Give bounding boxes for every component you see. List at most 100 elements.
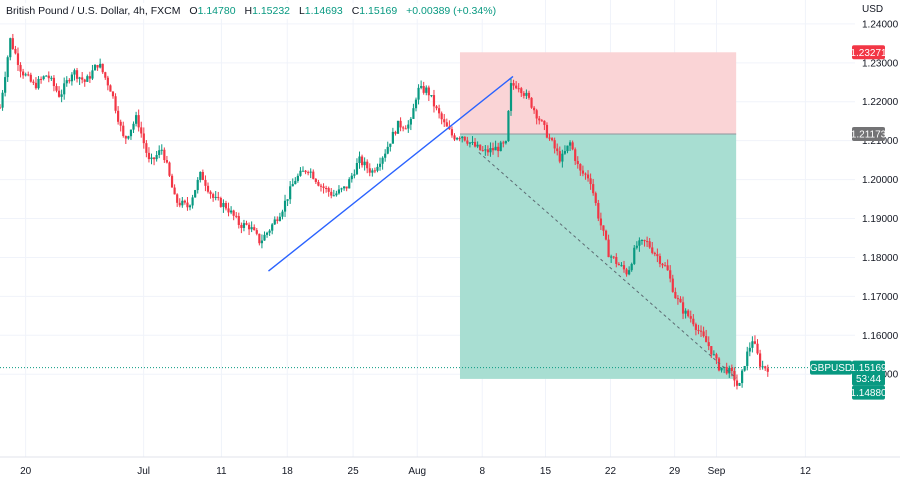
- time-tick-label: 8: [479, 466, 485, 477]
- candle-body: [68, 80, 71, 82]
- candle-body: [758, 353, 762, 367]
- candle-body: [558, 151, 561, 162]
- candle-body: [286, 199, 289, 201]
- candle-body: [301, 170, 305, 172]
- candle-body: [525, 92, 528, 96]
- target-price-tag: 1.14880: [850, 388, 887, 399]
- candle-body: [81, 77, 84, 80]
- candle-body: [39, 78, 43, 80]
- candle-body: [527, 92, 531, 98]
- candle-body: [494, 146, 497, 151]
- candle-body: [276, 219, 279, 221]
- candle-body: [101, 63, 104, 73]
- symbol-legend: British Pound / U.S. Dollar, 4h, FXCM O1…: [6, 3, 501, 19]
- candle-body: [373, 170, 377, 172]
- candle-body: [378, 163, 382, 167]
- price-tick-label: 1.21000: [862, 136, 899, 147]
- candle-body: [353, 174, 356, 176]
- candle-body: [183, 200, 186, 203]
- candle-body: [715, 354, 718, 359]
- candle-body: [271, 224, 274, 231]
- candle-body: [348, 179, 351, 189]
- candle-body: [640, 239, 644, 241]
- candle-body: [676, 298, 680, 300]
- candle-body: [312, 171, 315, 179]
- candle-body: [186, 202, 189, 208]
- candle-body: [191, 197, 194, 206]
- high-label: H: [244, 5, 253, 17]
- candle-body: [638, 240, 641, 246]
- candle-body: [368, 168, 371, 173]
- candle-body: [11, 38, 14, 49]
- candle-body: [628, 270, 631, 275]
- candle-body: [240, 224, 243, 228]
- candle-body: [245, 223, 248, 225]
- time-tick-label: 25: [348, 466, 360, 477]
- time-axis-bg: [0, 457, 900, 477]
- candle-body: [568, 142, 572, 146]
- candle-body: [687, 310, 690, 317]
- candle-body: [761, 366, 764, 368]
- candle-body: [111, 91, 115, 97]
- candle-body: [199, 171, 202, 180]
- entry-price-tag-bg: [852, 126, 885, 141]
- candle-body: [766, 368, 769, 372]
- candle-body: [694, 324, 697, 330]
- candle-body: [671, 278, 674, 292]
- stop-loss-zone: [459, 52, 737, 134]
- candle-body: [684, 310, 687, 314]
- candle-body: [530, 97, 533, 108]
- candle-body: [57, 90, 61, 97]
- candle-body: [705, 336, 708, 343]
- candle-body: [615, 257, 618, 264]
- candle-body: [142, 133, 145, 144]
- candle-body: [45, 75, 48, 77]
- candle-body: [417, 87, 420, 100]
- candle-body: [381, 157, 384, 164]
- price-tick-label: 1.17000: [862, 292, 899, 303]
- candle-body: [170, 175, 174, 188]
- candle-body: [612, 256, 615, 258]
- candle-body: [232, 210, 235, 216]
- candle-body: [753, 341, 757, 344]
- candle-body: [633, 247, 636, 264]
- candle-body: [268, 230, 271, 233]
- candle-body: [656, 254, 659, 257]
- candle-body: [281, 211, 284, 217]
- candle-body: [520, 88, 523, 94]
- candle-body: [104, 72, 107, 78]
- candle-body: [571, 142, 574, 150]
- candle-body: [707, 342, 710, 347]
- candle-body: [163, 149, 166, 161]
- candle-body: [620, 265, 623, 267]
- candle-body: [579, 164, 582, 171]
- candle-body: [204, 179, 207, 186]
- candle-body: [147, 152, 151, 160]
- candle-body: [445, 122, 448, 127]
- candle-body: [363, 161, 366, 166]
- candle-body: [152, 157, 156, 160]
- symbol-title[interactable]: British Pound / U.S. Dollar, 4h, FXCM: [6, 5, 181, 17]
- candle-body: [99, 63, 102, 68]
- price-axis: USD 1.24000 1.23000 1.22000 1.21000 1.20000 1.…: [855, 0, 900, 477]
- candle-body: [512, 83, 515, 86]
- candle-body: [463, 136, 466, 141]
- candle-body: [412, 108, 415, 119]
- candle-body: [371, 170, 374, 173]
- candle-body: [96, 65, 99, 68]
- candle-body: [19, 64, 22, 72]
- candle-body: [6, 57, 9, 78]
- candle-body: [646, 241, 649, 243]
- candle-body: [404, 128, 407, 130]
- candle-body: [602, 225, 605, 231]
- candle-body: [358, 156, 361, 164]
- candle-body: [420, 86, 423, 88]
- candle-body: [407, 124, 410, 129]
- target-price-tag-bg: [852, 385, 885, 400]
- candle-body: [653, 252, 656, 255]
- candle-body: [173, 187, 176, 195]
- candle-body: [283, 200, 287, 212]
- candle-body: [473, 141, 477, 147]
